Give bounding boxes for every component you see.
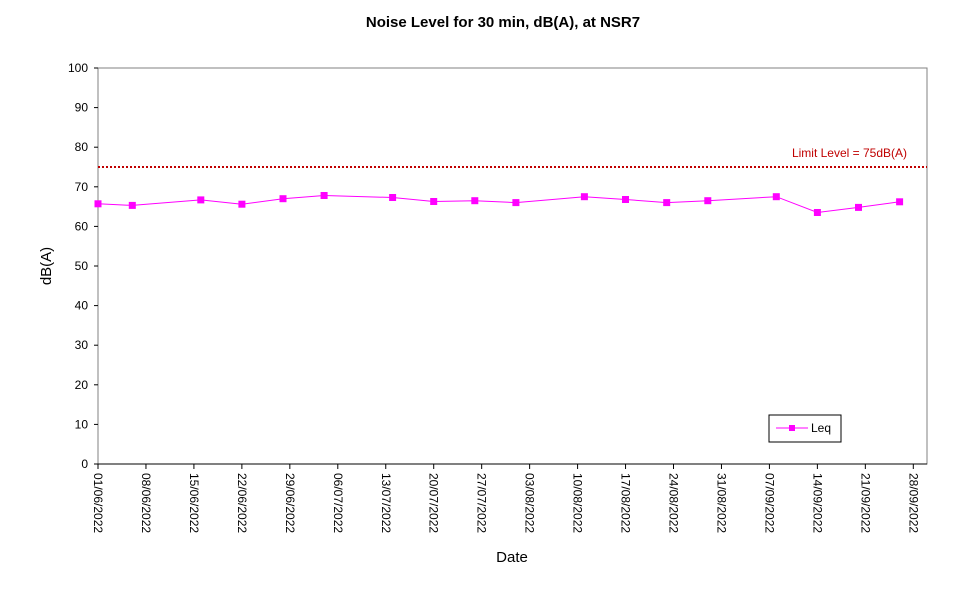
x-tick-label: 28/09/2022 [906, 473, 920, 533]
legend: Leq [768, 414, 842, 443]
data-point [128, 201, 136, 209]
y-tick-label: 20 [75, 378, 89, 392]
data-point [430, 198, 438, 205]
x-tick-label: 31/08/2022 [714, 473, 728, 533]
data-point [580, 193, 588, 201]
x-tick-label: 21/09/2022 [858, 473, 872, 533]
chart-title: Noise Level for 30 min, dB(A), at NSR7 [366, 14, 640, 31]
data-point [471, 197, 479, 205]
legend-marker [789, 425, 795, 431]
data-point [238, 200, 246, 208]
data-point [663, 199, 671, 207]
data-point [512, 199, 520, 207]
x-tick-label: 14/09/2022 [810, 473, 824, 533]
data-point [855, 203, 862, 211]
y-axis-title: dB(A) [38, 247, 55, 285]
limit-line-label: Limit Level = 75dB(A) [792, 146, 907, 160]
x-tick-label: 29/06/2022 [283, 473, 297, 533]
series-group [94, 192, 904, 216]
y-tick-label: 90 [75, 101, 89, 115]
x-tick-label: 20/07/2022 [427, 473, 441, 533]
plot-area [97, 67, 928, 465]
data-point [896, 198, 904, 206]
data-point [94, 200, 102, 208]
data-point [704, 197, 712, 205]
data-point [197, 196, 205, 204]
x-tick-label: 10/08/2022 [571, 473, 585, 533]
x-axis-title: Date [496, 549, 528, 566]
x-tick-label: 15/06/2022 [187, 473, 201, 533]
x-tick-label: 06/07/2022 [331, 473, 345, 533]
y-tick-label: 30 [75, 338, 89, 352]
x-tick-label: 22/06/2022 [235, 473, 249, 533]
y-tick-label: 80 [75, 140, 89, 154]
x-tick-label: 07/09/2022 [762, 473, 776, 533]
x-tick-label: 13/07/2022 [379, 473, 393, 533]
legend-label-leq: Leq [811, 421, 831, 435]
x-tick-label: 27/07/2022 [475, 473, 489, 533]
series-line-leq [97, 194, 900, 214]
x-tick-label: 24/08/2022 [667, 473, 681, 533]
x-tick-label: 03/08/2022 [523, 473, 537, 533]
x-tick-label: 01/06/2022 [91, 473, 105, 533]
y-tick-label: 60 [75, 219, 89, 233]
data-point [320, 192, 328, 199]
data-point [622, 196, 629, 203]
x-tick-label: 17/08/2022 [619, 473, 633, 533]
y-tick-label: 0 [81, 457, 88, 471]
data-point [279, 195, 287, 203]
y-tick-label: 40 [75, 299, 89, 313]
y-tick-label: 70 [75, 180, 89, 194]
data-point [389, 194, 397, 201]
data-point [813, 209, 821, 216]
x-tick-label: 08/06/2022 [139, 473, 153, 533]
x-axis: 01/06/2022 08/06/2022 15/06/2022 22/06/2022… [91, 463, 927, 533]
data-point [772, 193, 780, 201]
y-tick-label: 50 [75, 259, 89, 273]
y-tick-label: 10 [75, 417, 89, 431]
y-tick-label: 100 [68, 61, 88, 75]
y-axis: 0 10 20 30 40 50 60 70 80 90 100 [68, 61, 98, 471]
limit-line-group: Limit Level = 75dB(A) [98, 146, 927, 168]
